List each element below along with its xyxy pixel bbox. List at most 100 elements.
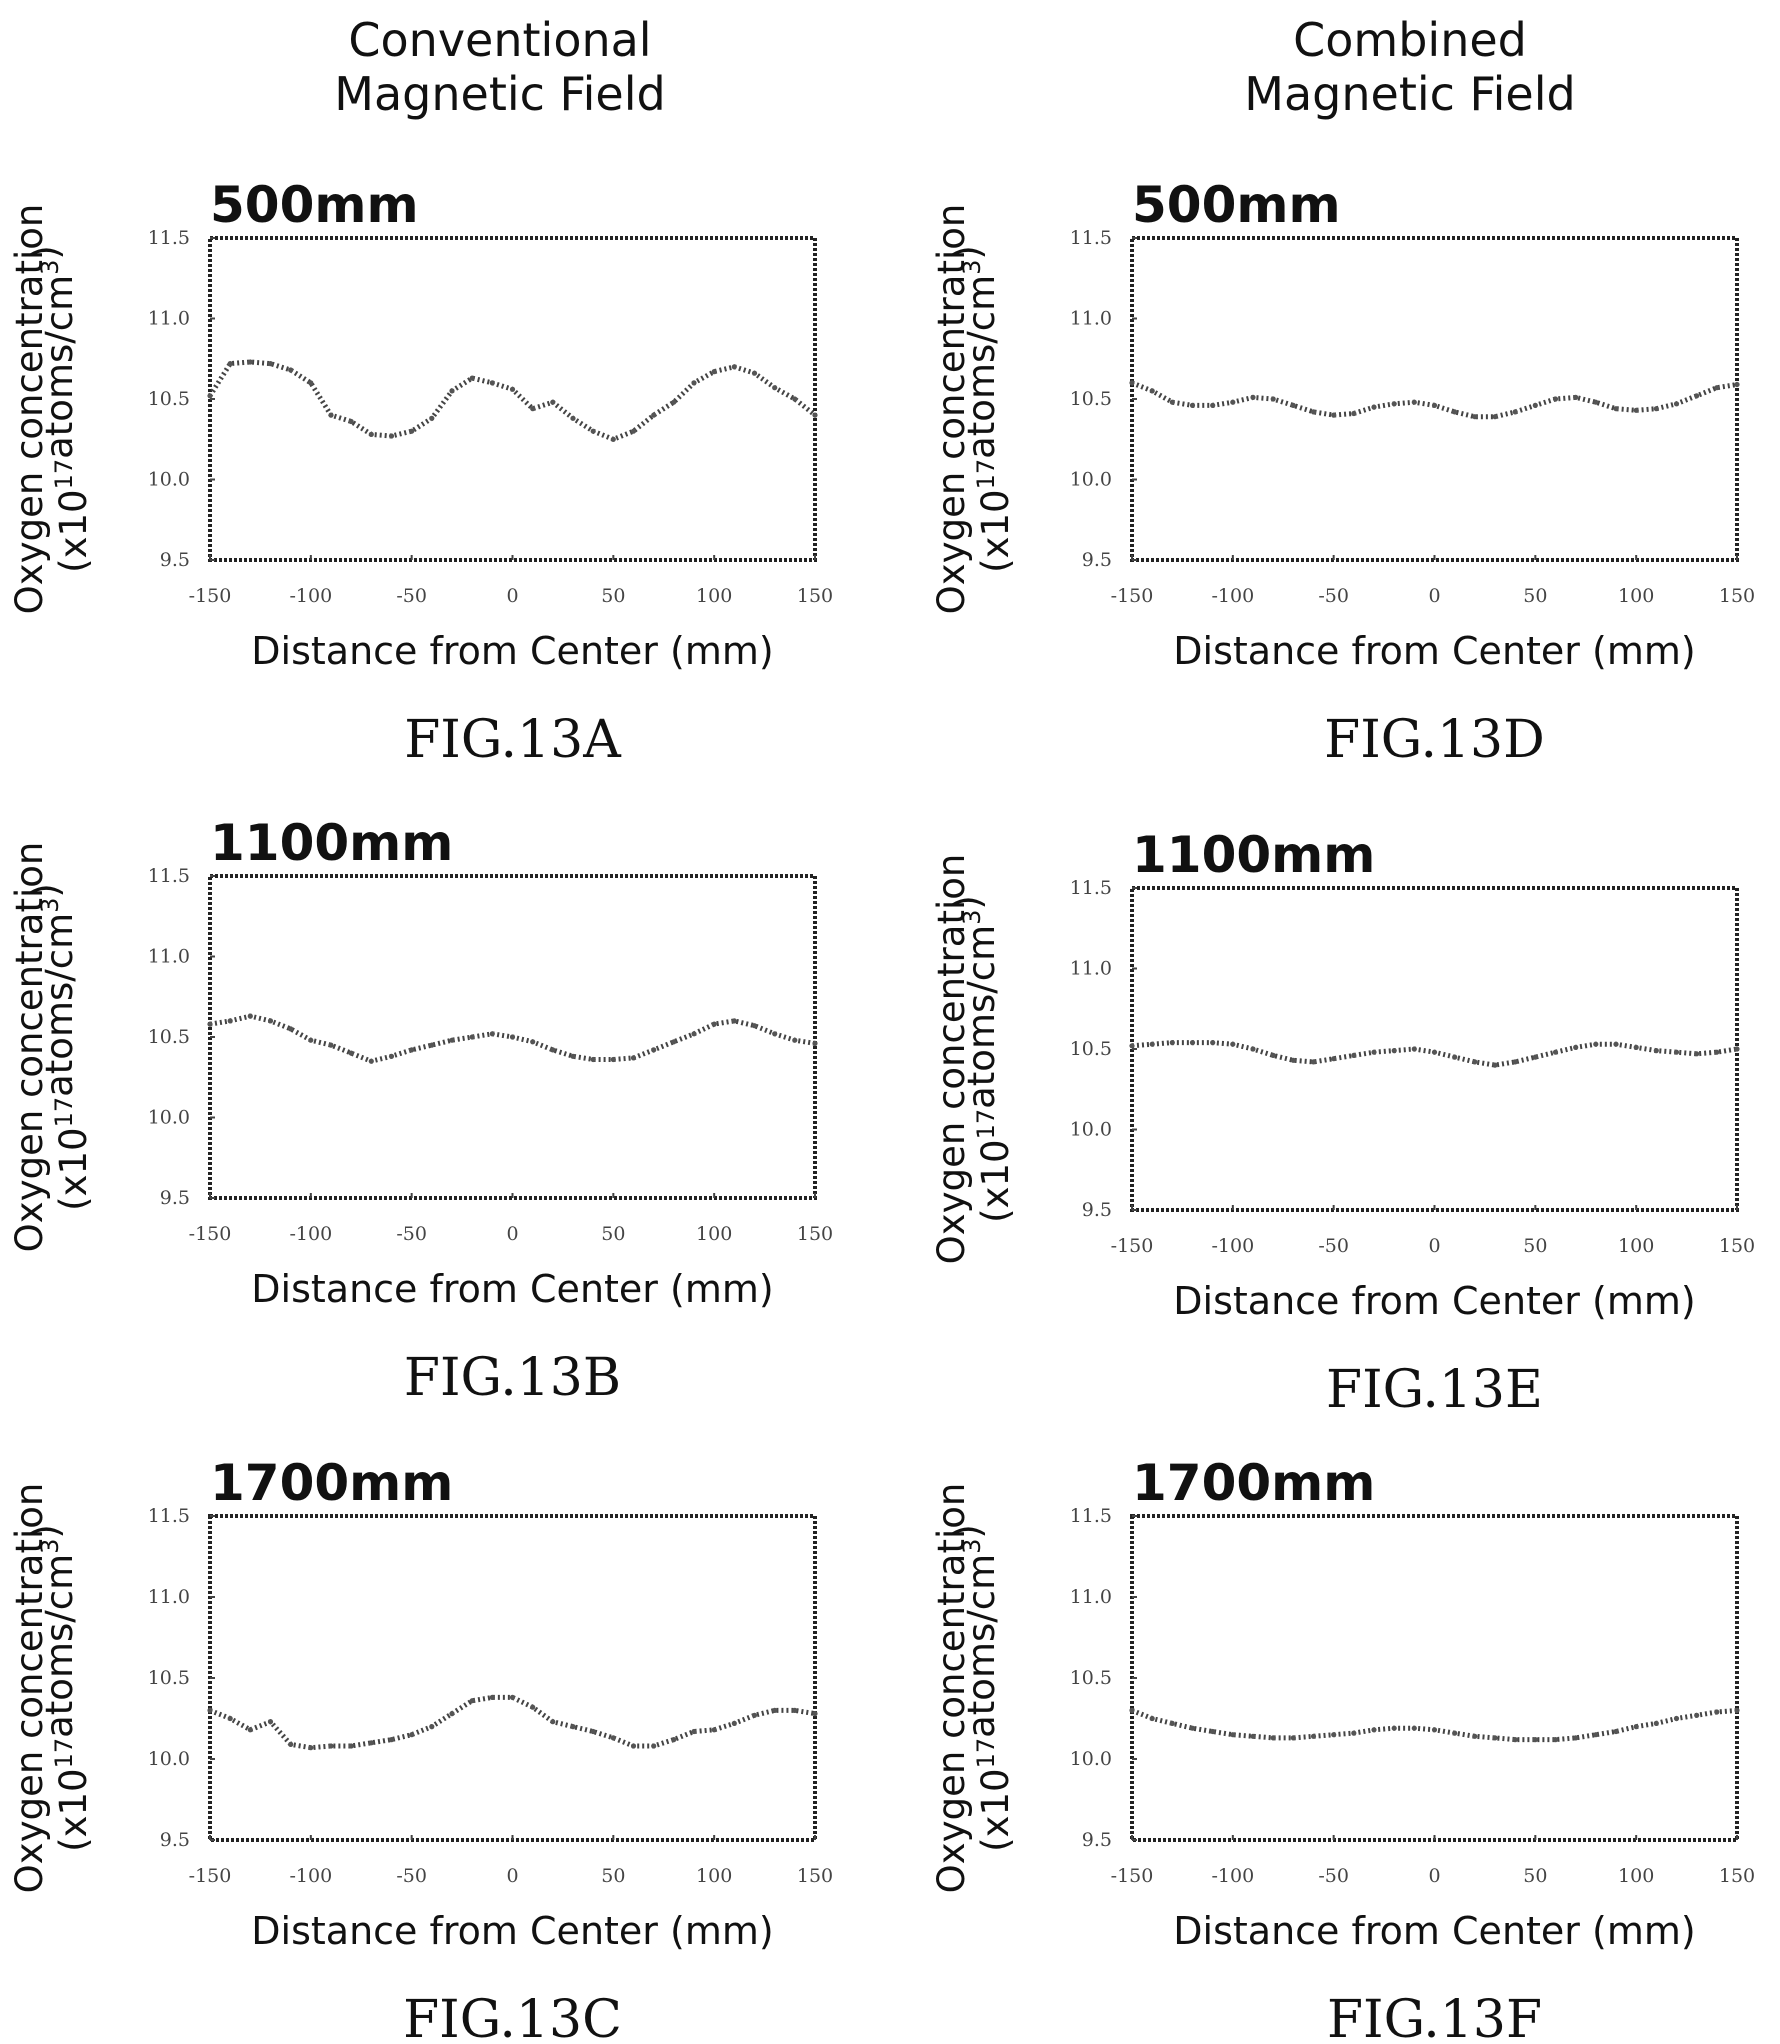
data-point (1331, 412, 1337, 418)
data-point (671, 399, 677, 405)
data-point (469, 1698, 475, 1704)
y-tick-label: 11.5 (1070, 1505, 1112, 1527)
y-axis-label-line1: Oxygen concentration (8, 204, 51, 615)
data-point (449, 1711, 455, 1717)
data-point (227, 1018, 233, 1024)
data-point (308, 380, 314, 386)
y-axis-label-line1: Oxygen concentration (8, 842, 51, 1253)
data-point (1633, 1724, 1639, 1730)
data-point (1633, 1044, 1639, 1050)
y-tick-label: 10.5 (1070, 1667, 1112, 1689)
data-point (227, 361, 233, 367)
column-header-line1: Combined (1293, 13, 1527, 67)
data-point (368, 1058, 374, 1064)
y-tick-label: 10.0 (1070, 1119, 1112, 1141)
data-point (328, 1042, 334, 1048)
data-point (1290, 1057, 1296, 1063)
y-tick-label: 11.5 (148, 1505, 190, 1527)
data-point (1270, 1735, 1276, 1741)
x-tick-label: -100 (289, 585, 332, 607)
data-point (1331, 1732, 1337, 1738)
data-point (1290, 402, 1296, 408)
data-point (711, 1021, 717, 1027)
data-point (691, 1031, 697, 1037)
x-tick-label: -50 (396, 585, 427, 607)
data-point (1653, 1720, 1659, 1726)
y-axis-label-line2: (x1017atoms/cm3) (946, 1524, 1017, 1852)
data-point (570, 1053, 576, 1059)
data-point (1593, 1732, 1599, 1738)
data-point (1169, 1720, 1175, 1726)
data-point (1270, 396, 1276, 402)
data-point (1250, 394, 1256, 400)
y-tick-label: 10.5 (1070, 1038, 1112, 1060)
data-point (731, 1018, 737, 1024)
y-axis-label-line2: (x1017atoms/cm3) (946, 895, 1017, 1223)
data-point (328, 412, 334, 418)
x-tick-label: -50 (1318, 1865, 1349, 1887)
data-point (247, 1727, 253, 1733)
x-tick-label: 50 (1523, 585, 1547, 607)
data-point (651, 1047, 657, 1053)
data-point (1472, 1059, 1478, 1065)
y-tick-label: 10.5 (148, 1026, 190, 1048)
data-point (1694, 1712, 1700, 1718)
x-tick-label: -150 (189, 585, 232, 607)
data-point (550, 1047, 556, 1053)
data-point (1149, 1715, 1155, 1722)
figure-caption: FIG.13B (404, 1348, 621, 1408)
data-point (1250, 1733, 1256, 1739)
chart-panel: 1700mm 9.5 10.0 10.5 11.0 11.5 -150 -100 -50 0 50 1… (8, 1454, 833, 2044)
data-point (1593, 1041, 1599, 1047)
data-point (1492, 1062, 1498, 1068)
y-tick-label: 10.0 (148, 1107, 190, 1129)
data-point (1552, 1049, 1559, 1055)
x-tick-label: -150 (189, 1223, 232, 1245)
data-point (1613, 1728, 1619, 1735)
column-header-line1: Conventional (348, 13, 651, 67)
data-point (550, 399, 556, 405)
data-point (1472, 1733, 1478, 1739)
data-point (348, 1050, 354, 1056)
data-point (1411, 399, 1417, 405)
data-point (1331, 1056, 1337, 1062)
y-tick-label: 10.0 (148, 1748, 190, 1770)
y-axis-label-line1: Oxygen concentration (8, 1483, 51, 1894)
x-tick-label: 50 (1523, 1865, 1547, 1887)
x-tick-label: 100 (1618, 1235, 1654, 1257)
data-point (469, 375, 475, 381)
data-point (711, 369, 717, 375)
data-point (1391, 401, 1397, 407)
data-point (530, 406, 536, 412)
column-header-conventional: Conventional Magnetic Field (334, 13, 665, 121)
data-point (1431, 1049, 1438, 1055)
data-point (1452, 1730, 1458, 1736)
data-point (1512, 1059, 1518, 1065)
data-point (1573, 1044, 1579, 1050)
y-axis-label-line2: (x1017atoms/cm3) (24, 245, 95, 573)
x-tick-label: 0 (506, 1865, 518, 1887)
x-tick-label: 150 (797, 1223, 833, 1245)
data-point (1189, 1725, 1196, 1731)
chart-title: 1700mm (210, 1454, 453, 1512)
data-point (1734, 1046, 1740, 1052)
data-point (812, 412, 818, 418)
y-axis-label-line1: Oxygen concentration (930, 204, 973, 615)
x-tick-label: 150 (1719, 1235, 1755, 1257)
column-header-line2: Magnetic Field (1244, 67, 1575, 121)
data-point (1472, 414, 1478, 420)
data-point (610, 1056, 616, 1063)
data-point (671, 1039, 677, 1045)
data-point (1452, 409, 1458, 415)
data-point (1734, 1707, 1740, 1713)
data-point (1189, 402, 1196, 408)
chart-title: 1100mm (210, 814, 453, 872)
data-point (1371, 1727, 1377, 1733)
data-point (1694, 393, 1700, 399)
data-point (489, 1031, 495, 1037)
data-point (1694, 1051, 1700, 1057)
data-point (1210, 402, 1216, 408)
data-point (691, 380, 697, 386)
data-point (1391, 1725, 1397, 1731)
data-point (308, 1745, 314, 1751)
